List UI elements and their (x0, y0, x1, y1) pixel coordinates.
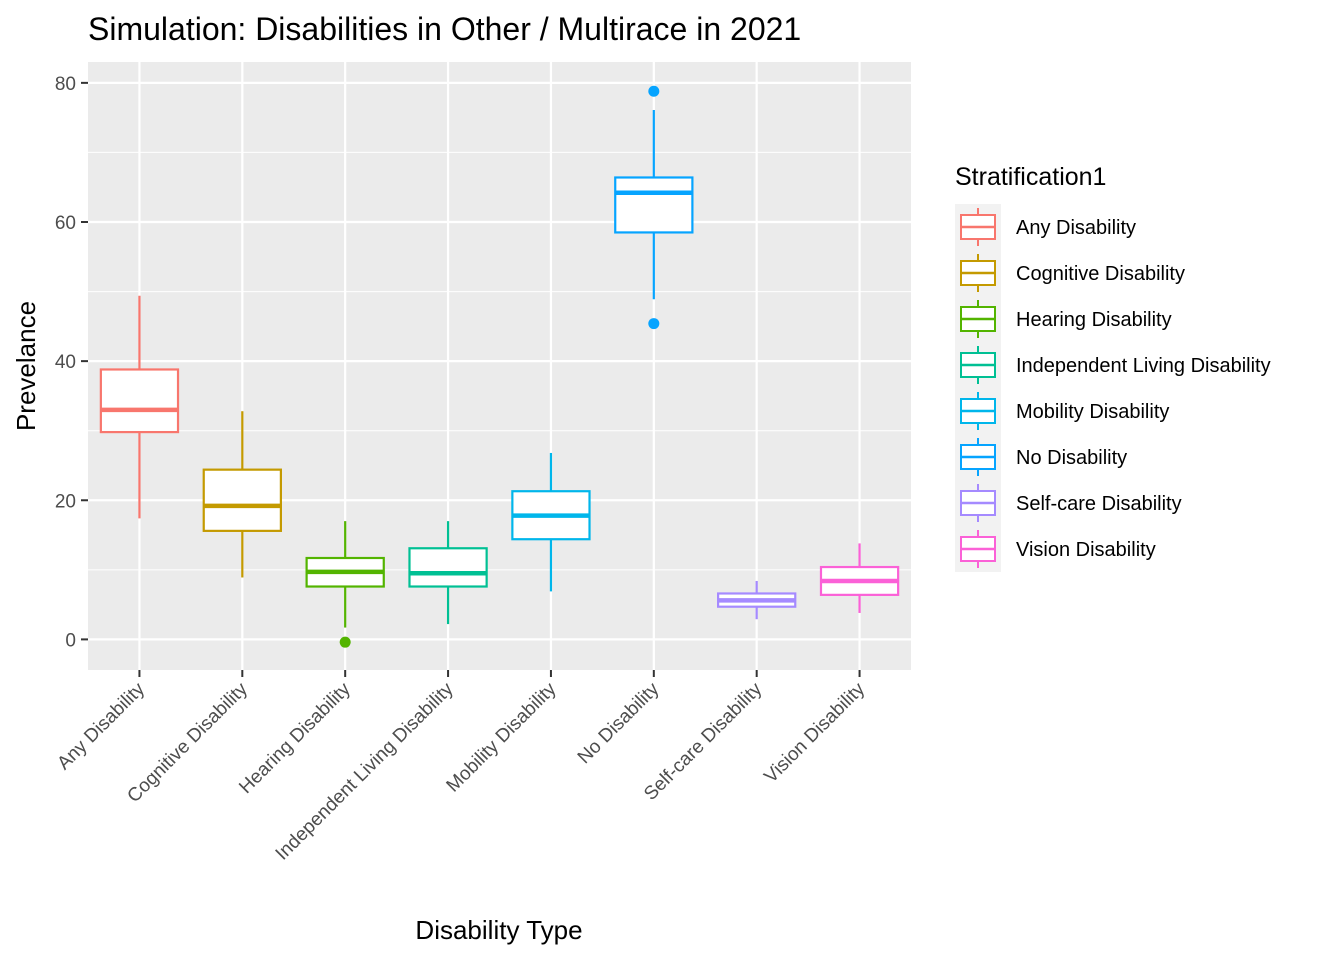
legend-label: Self-care Disability (1016, 493, 1182, 515)
boxplot (305, 521, 385, 648)
boxplot (511, 452, 591, 592)
x-axis-title: Disability Type (415, 915, 582, 945)
legend-item: Cognitive Disability (960, 254, 1185, 292)
legend-item: Any Disability (960, 208, 1136, 246)
boxplots (99, 85, 900, 648)
legend-item: Independent Living Disability (960, 346, 1271, 384)
y-tick-label: 0 (65, 630, 76, 651)
outlier-point (648, 85, 660, 97)
legend-label: Hearing Disability (1016, 309, 1172, 331)
y-tick-label: 40 (55, 352, 76, 373)
boxplot (202, 411, 282, 578)
x-tick-label: Vision Disability (760, 678, 869, 787)
box (99, 368, 180, 434)
boxplot (99, 295, 180, 519)
legend-item: Hearing Disability (960, 300, 1172, 338)
chart-title: Simulation: Disabilities in Other / Mult… (88, 11, 801, 47)
y-axis-title: Prevelance (11, 301, 41, 431)
boxplot (614, 85, 694, 330)
legend-title: Stratification1 (955, 163, 1106, 191)
legend-label: Vision Disability (1016, 539, 1156, 561)
box (202, 468, 282, 532)
plot-panel (88, 62, 911, 670)
boxplot (819, 543, 900, 613)
boxplot (717, 580, 797, 620)
x-tick-label: Independent Living Disability (272, 678, 458, 864)
legend-item: Mobility Disability (960, 392, 1169, 430)
legend-label: Cognitive Disability (1016, 263, 1185, 285)
outlier-point (648, 318, 660, 330)
y-axis: 0 20 40 60 80 (55, 74, 88, 651)
legend-label: Independent Living Disability (1016, 355, 1271, 377)
y-tick-label: 60 (55, 213, 76, 234)
box (614, 176, 694, 234)
legend: Stratification1 Any Disability Cognitive … (955, 163, 1271, 572)
box (408, 547, 488, 588)
legend-item: Vision Disability (960, 530, 1156, 568)
legend-item: No Disability (960, 438, 1127, 476)
x-tick-label: No Disability (574, 678, 664, 768)
legend-label: No Disability (1016, 447, 1127, 469)
x-tick-label: Mobility Disability (443, 678, 561, 796)
legend-label: Mobility Disability (1016, 401, 1169, 423)
x-tick-label: Any Disability (53, 678, 149, 774)
y-tick-label: 20 (55, 491, 76, 512)
legend-label: Any Disability (1016, 217, 1136, 239)
boxplot (408, 521, 488, 625)
legend-items: Any Disability Cognitive Disability Hearin… (960, 208, 1271, 568)
x-tick-label: Hearing Disability (235, 678, 355, 798)
outlier-point (339, 636, 351, 648)
y-tick-label: 80 (55, 74, 76, 95)
legend-item: Self-care Disability (960, 484, 1182, 522)
